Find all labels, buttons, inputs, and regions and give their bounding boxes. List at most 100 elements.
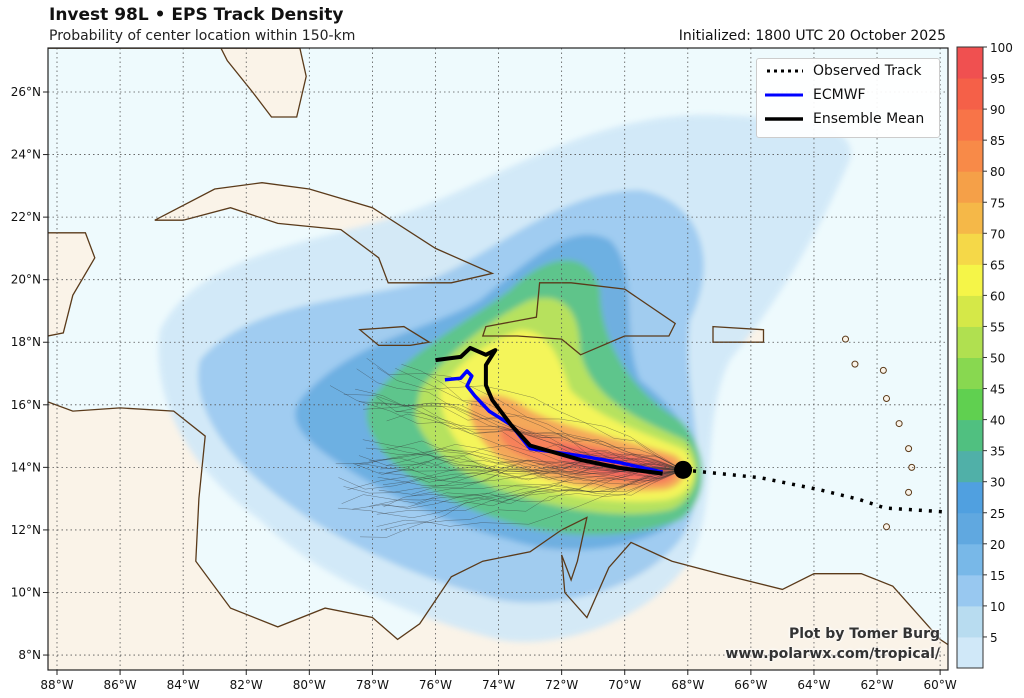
colorbar-label: 35 bbox=[990, 445, 1005, 459]
colorbar-label: 30 bbox=[990, 476, 1005, 490]
member-track bbox=[356, 448, 684, 471]
dotted-line-icon bbox=[767, 69, 803, 73]
lat-label: 8°N bbox=[18, 648, 41, 662]
member-track bbox=[356, 368, 684, 471]
colorbar-bin bbox=[957, 636, 983, 669]
coastline bbox=[48, 401, 948, 670]
credit-author: Plot by Tomer Burg bbox=[789, 626, 940, 642]
chart-title: Invest 98L • EPS Track Density bbox=[49, 5, 344, 25]
colorbar-bin bbox=[957, 450, 983, 483]
colorbar-bin bbox=[957, 543, 983, 576]
colorbar-bin bbox=[957, 78, 983, 110]
colorbar-label: 60 bbox=[990, 289, 1005, 303]
coastline bbox=[48, 48, 307, 118]
colorbar-bin bbox=[957, 512, 983, 545]
island bbox=[905, 445, 913, 453]
legend-label: ECMWF bbox=[813, 87, 866, 103]
lon-label: 82°W bbox=[230, 678, 263, 692]
colorbar-bin bbox=[957, 357, 983, 390]
lon-label: 78°W bbox=[356, 678, 389, 692]
coastlines bbox=[48, 48, 948, 670]
colorbar-label: 75 bbox=[990, 196, 1005, 210]
colorbar-label: 80 bbox=[990, 165, 1005, 179]
chart-subtitle: Probability of center location within 15… bbox=[49, 28, 356, 44]
member-track bbox=[358, 455, 684, 480]
colorbar-bin bbox=[957, 419, 983, 452]
colorbar-label: 5 bbox=[990, 631, 998, 645]
island bbox=[883, 395, 891, 403]
landmass bbox=[48, 48, 307, 117]
colorbar-label: 65 bbox=[990, 258, 1005, 272]
lat-label: 20°N bbox=[11, 273, 41, 287]
island bbox=[895, 420, 903, 428]
colorbar-bin bbox=[957, 47, 983, 79]
island bbox=[851, 360, 859, 368]
lon-label: 76°W bbox=[419, 678, 452, 692]
lon-label: 74°W bbox=[482, 678, 515, 692]
colorbar-label: 70 bbox=[990, 227, 1005, 241]
colorbar-bin bbox=[957, 326, 983, 358]
colorbar-bin bbox=[957, 109, 983, 141]
legend-ecmwf: ECMWF bbox=[757, 83, 939, 107]
member-track bbox=[411, 469, 684, 503]
colorbar-label: 25 bbox=[990, 507, 1005, 521]
colorbar-bin bbox=[957, 481, 983, 514]
lat-label: 24°N bbox=[11, 148, 41, 162]
island bbox=[908, 463, 916, 471]
colorbar-label: 15 bbox=[990, 569, 1005, 583]
colorbar-bin bbox=[957, 233, 983, 265]
legend-observed: Observed Track bbox=[757, 59, 939, 83]
map-frame bbox=[47, 47, 949, 671]
landmass bbox=[48, 232, 95, 336]
lon-label: 70°W bbox=[608, 678, 641, 692]
lat-label: 22°N bbox=[11, 210, 41, 224]
lon-label: 68°W bbox=[671, 678, 704, 692]
lat-label: 16°N bbox=[11, 398, 41, 412]
lat-label: 14°N bbox=[11, 460, 41, 474]
legend-label: Observed Track bbox=[813, 63, 922, 79]
coastline bbox=[481, 282, 677, 356]
lon-label: 86°W bbox=[104, 678, 137, 692]
member-track bbox=[358, 401, 684, 471]
ensemble-member-tracks bbox=[329, 358, 684, 538]
colorbar-bin bbox=[957, 264, 983, 296]
member-track bbox=[383, 469, 684, 508]
colorbar-bin bbox=[957, 202, 983, 234]
colorbar-bin bbox=[957, 295, 983, 327]
member-track bbox=[369, 469, 684, 507]
lat-label: 26°N bbox=[11, 85, 41, 99]
colorbar-label: 100 bbox=[990, 41, 1013, 55]
member-track bbox=[377, 367, 684, 471]
lat-label: 18°N bbox=[11, 335, 41, 349]
colorbar-label: 85 bbox=[990, 134, 1005, 148]
member-track bbox=[337, 469, 684, 518]
member-track bbox=[401, 363, 684, 471]
member-track bbox=[352, 469, 684, 510]
lon-label: 72°W bbox=[545, 678, 578, 692]
ecmwf-track bbox=[444, 369, 663, 474]
lon-label: 60°W bbox=[924, 678, 957, 692]
member-track bbox=[386, 458, 684, 478]
credit-url: www.polarwx.com/tropical/ bbox=[725, 646, 940, 662]
legend-ensemble-mean: Ensemble Mean bbox=[757, 107, 939, 131]
colorbar-bin bbox=[957, 140, 983, 172]
lon-label: 80°W bbox=[293, 678, 326, 692]
colorbar-label: 95 bbox=[990, 72, 1005, 86]
lon-label: 84°W bbox=[167, 678, 200, 692]
lat-label: 12°N bbox=[11, 523, 41, 537]
ensemble-mean-track bbox=[435, 345, 663, 476]
island bbox=[905, 488, 913, 496]
member-track bbox=[381, 469, 684, 508]
colorbar-label: 10 bbox=[990, 600, 1005, 614]
axis-labels: 88°W 86°W 84°W 82°W 80°W 78°W 76°W 74°W 72°W 70°W… bbox=[11, 85, 957, 692]
member-track bbox=[380, 461, 684, 485]
colorbar-bin bbox=[957, 388, 983, 421]
current-position-marker bbox=[674, 460, 693, 479]
coastline bbox=[48, 232, 96, 337]
colorbar-label: 45 bbox=[990, 383, 1005, 397]
colorbar-label: 50 bbox=[990, 352, 1005, 366]
lon-label: 66°W bbox=[734, 678, 767, 692]
lon-label: 62°W bbox=[860, 678, 893, 692]
member-track bbox=[360, 469, 684, 538]
